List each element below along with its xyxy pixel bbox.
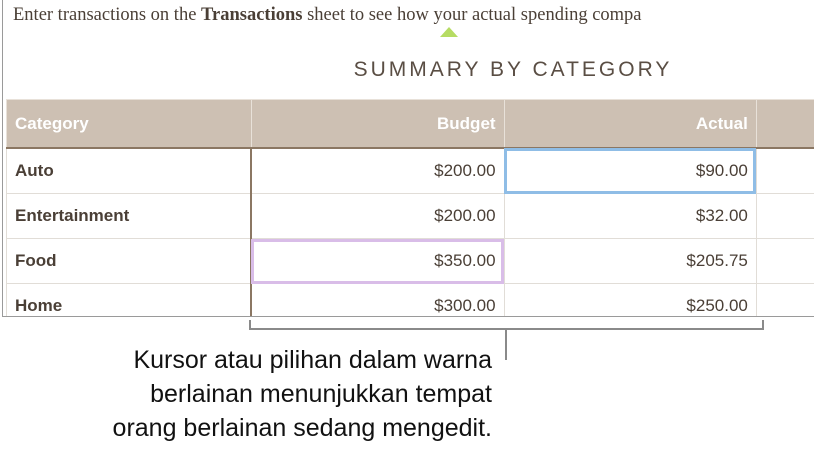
cell-empty[interactable] <box>755 283 814 316</box>
cell-empty[interactable] <box>755 238 814 284</box>
cell-actual[interactable]: $250.00 <box>503 283 757 316</box>
cell-category[interactable]: Food <box>6 238 253 284</box>
cell-budget[interactable]: $200.00 <box>250 193 505 239</box>
transactions-sheet-name: Transactions <box>201 5 303 25</box>
table-row: Food $350.00 $205.75 <box>6 238 814 284</box>
intro-text: Enter transactions on the Transactions s… <box>13 5 642 25</box>
cell-budget[interactable]: $300.00 <box>250 283 505 316</box>
header-empty[interactable] <box>755 99 814 149</box>
cell-empty[interactable] <box>755 147 814 194</box>
cell-budget[interactable]: $200.00 <box>250 147 505 194</box>
header-budget[interactable]: Budget <box>250 99 505 149</box>
cell-empty[interactable] <box>755 193 814 239</box>
table-row: Auto $200.00 $90.00 <box>6 147 814 194</box>
collaborator-indicator-icon[interactable] <box>440 27 458 37</box>
cell-category[interactable]: Home <box>6 283 253 316</box>
cell-category[interactable]: Auto <box>6 147 253 194</box>
header-category[interactable]: Category <box>6 99 252 149</box>
table-title: SUMMARY BY CATEGORY <box>353 58 673 81</box>
cell-category[interactable]: Entertainment <box>6 193 253 239</box>
callout-line <box>505 328 507 360</box>
table-row: Entertainment $200.00 $32.00 <box>6 193 814 239</box>
callout-text: Kursor atau pilihan dalam warna berlaina… <box>112 346 492 442</box>
header-row: Category Budget Actual <box>6 99 814 149</box>
cell-actual[interactable]: $205.75 <box>503 238 757 284</box>
cell-actual-selected-blue[interactable]: $90.00 <box>503 147 757 194</box>
spreadsheet-view: Enter transactions on the Transactions s… <box>2 0 814 317</box>
cell-budget-selected-purple[interactable]: $350.00 <box>250 238 505 284</box>
header-actual[interactable]: Actual <box>503 99 757 149</box>
summary-table: Category Budget Actual Auto $200.00 $90.… <box>6 99 814 316</box>
table-row: Home $300.00 $250.00 <box>6 283 814 316</box>
cell-actual[interactable]: $32.00 <box>503 193 757 239</box>
